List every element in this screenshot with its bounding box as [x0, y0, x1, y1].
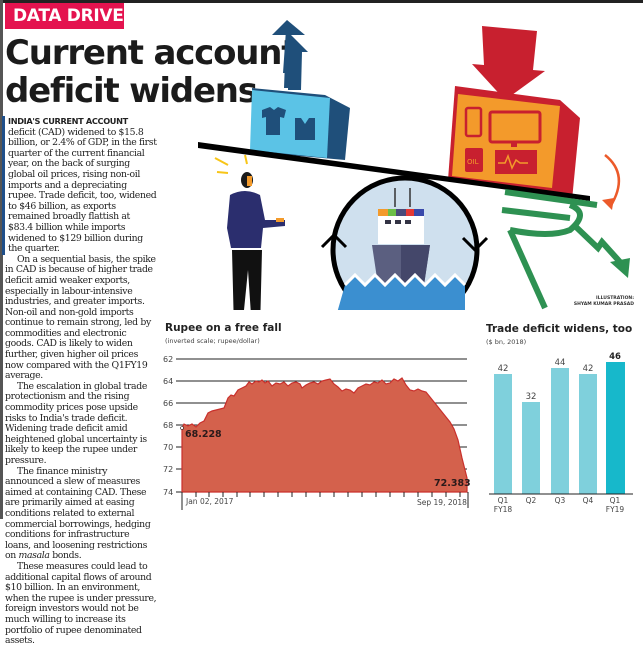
paragraph-4-text-a: The finance ministry announced a slew of… [5, 465, 151, 562]
bar-q1-fy19 [606, 362, 625, 494]
article-body: INDIA'S CURRENT ACCOUNT deficit (CAD) wi… [2, 116, 157, 647]
svg-text:Q4: Q4 [583, 496, 594, 505]
trade-chart-title: Trade deficit widens, too [486, 323, 633, 335]
svg-text:64: 64 [163, 377, 173, 386]
left-rule [0, 0, 3, 519]
rupee-chart-subtitle: (inverted scale; rupee/dollar) [165, 337, 260, 345]
y-axis-labels: 62 64 66 68 70 72 74 [163, 355, 173, 497]
svg-text:66: 66 [163, 399, 173, 408]
man-figure-icon [214, 154, 285, 310]
svg-text:FY18: FY18 [494, 505, 513, 514]
bar-q2 [522, 402, 540, 494]
paragraph-4-italic: masala [18, 550, 50, 562]
illustration-credit: ILLUSTRATION: SHYAM KUMAR PRASAD [560, 296, 634, 307]
rupee-chart-title: Rupee on a free fall [165, 322, 282, 334]
bar-category-labels: Q1 FY18 Q2 Q3 Q4 Q1 FY19 [494, 496, 625, 514]
trade-bar-chart: 42 32 44 42 46 Q1 FY18 Q2 Q3 Q4 Q1 FY19 [489, 352, 633, 514]
paragraph-1: INDIA'S CURRENT ACCOUNT deficit (CAD) wi… [2, 116, 157, 255]
paragraph-2: On a sequential basis, the spike in CAD … [5, 253, 156, 382]
svg-text:42: 42 [583, 364, 594, 374]
exports-box-icon [250, 20, 350, 160]
end-value-label: 72.383 [434, 478, 471, 489]
bar-q1-fy18 [494, 374, 512, 494]
svg-text:72: 72 [163, 465, 173, 474]
svg-text:74: 74 [163, 488, 173, 497]
lead-caps: NDIA'S CURRENT ACCOUNT [10, 116, 128, 126]
ship-circle-icon [320, 175, 489, 310]
headline-line-2: deficit widens [5, 71, 258, 111]
headline-line-1: Current account [5, 33, 298, 73]
seesaw-plank [198, 142, 590, 201]
svg-text:70: 70 [163, 443, 173, 452]
credit-line-2: SHYAM KUMAR PRASAD [573, 301, 634, 307]
svg-text:Q1: Q1 [610, 496, 621, 505]
svg-text:46: 46 [609, 352, 621, 362]
x-start-label: Jan 02, 2017 [185, 497, 234, 506]
svg-text:Q2: Q2 [526, 496, 537, 505]
start-point-marker [180, 426, 184, 430]
bar-q3 [551, 368, 569, 494]
svg-text:68: 68 [163, 421, 173, 430]
section-tag: DATA DRIVE [5, 3, 124, 29]
headline: Current account deficit widens [5, 33, 298, 111]
imports-box-icon: OIL [448, 26, 580, 200]
svg-text:Q3: Q3 [555, 496, 566, 505]
svg-text:42: 42 [498, 364, 509, 374]
drop-letter: I [8, 116, 11, 126]
rupee-area-chart: 62 64 66 68 70 72 74 68.228 72.383 Jan 0… [163, 355, 471, 510]
trade-chart-subtitle: ($ bn, 2018) [486, 338, 527, 346]
rupee-falling-icon [501, 189, 623, 310]
paragraph-4: The finance ministry announced a slew of… [5, 465, 157, 562]
bar-q4 [579, 374, 597, 494]
paragraph-5: These measures could lead to additional … [5, 560, 157, 647]
paragraph-4-text-b: bonds. [49, 550, 82, 562]
x-axis-ticks [181, 492, 469, 510]
svg-text:32: 32 [526, 392, 537, 402]
start-value-label: 68.228 [185, 429, 222, 440]
illustration: OIL [198, 20, 630, 310]
paragraph-1-text: deficit (CAD) widened to $15.8 billion, … [8, 126, 157, 255]
svg-text:44: 44 [555, 358, 566, 368]
paragraph-3: The escalation in global trade protectio… [5, 380, 147, 466]
rupee-area [181, 377, 468, 493]
svg-text:Q1: Q1 [498, 496, 509, 505]
svg-text:FY19: FY19 [606, 505, 625, 514]
x-end-label: Sep 19, 2018 [417, 498, 467, 507]
top-rule [0, 0, 643, 3]
svg-text:62: 62 [163, 355, 173, 364]
svg-text:OIL: OIL [467, 158, 479, 166]
credit-line-1: ILLUSTRATION: [596, 296, 634, 301]
bar-value-labels: 42 32 44 42 46 [498, 352, 621, 402]
